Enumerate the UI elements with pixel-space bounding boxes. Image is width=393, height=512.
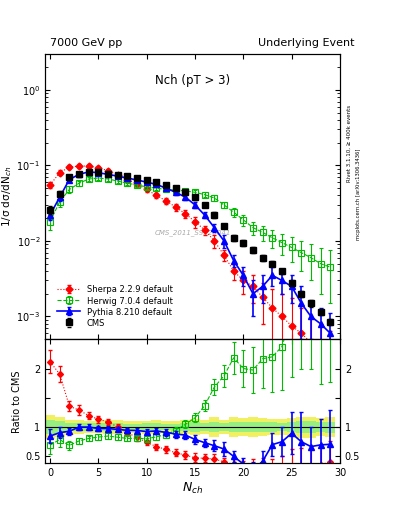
Legend: Sherpa 2.2.9 default, Herwig 7.0.4 default, Pythia 8.210 default, CMS: Sherpa 2.2.9 default, Herwig 7.0.4 defau…	[55, 284, 174, 329]
Text: Rivet 3.1.10, ≥ 400k events: Rivet 3.1.10, ≥ 400k events	[347, 105, 352, 182]
Text: CMS_2011_S9120041: CMS_2011_S9120041	[154, 230, 231, 237]
Y-axis label: Ratio to CMS: Ratio to CMS	[12, 370, 22, 433]
Text: Nch (pT > 3): Nch (pT > 3)	[155, 74, 230, 87]
Y-axis label: 1/σ dσ/dN$_{ch}$: 1/σ dσ/dN$_{ch}$	[0, 166, 14, 227]
Text: mcplots.cern.ch [arXiv:1306.3436]: mcplots.cern.ch [arXiv:1306.3436]	[356, 149, 361, 240]
Text: 7000 GeV pp: 7000 GeV pp	[50, 38, 123, 48]
Text: Underlying Event: Underlying Event	[258, 38, 355, 48]
X-axis label: $N_{ch}$: $N_{ch}$	[182, 481, 203, 496]
